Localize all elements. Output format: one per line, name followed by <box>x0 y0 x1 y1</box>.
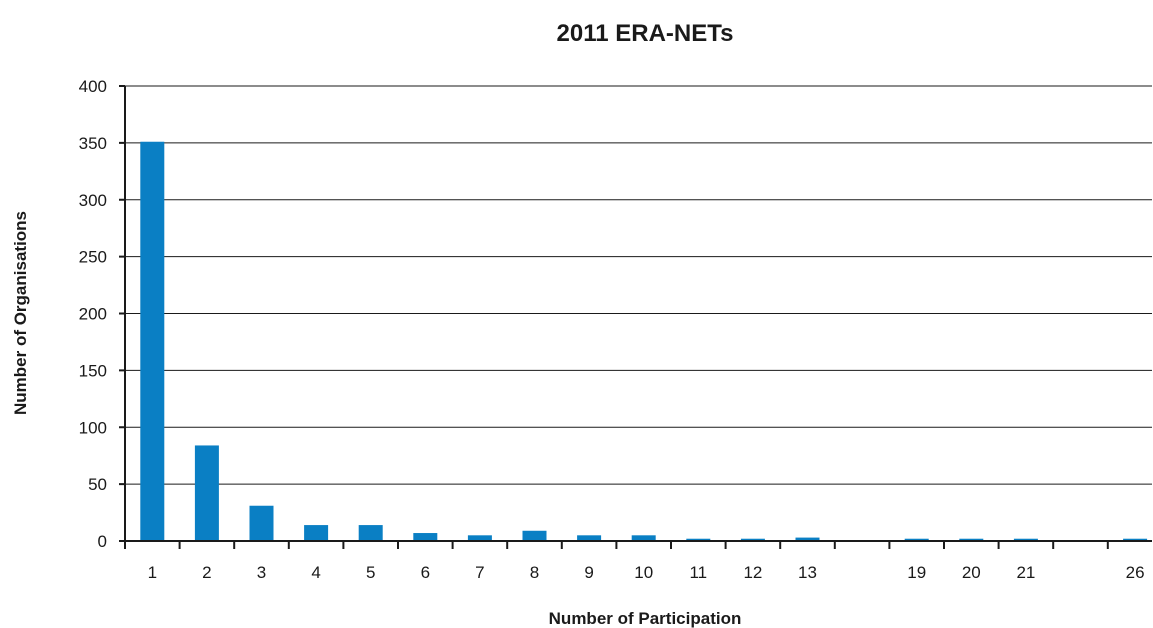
x-tick-label-8: 8 <box>530 563 539 582</box>
y-tick-label-50: 50 <box>88 475 107 494</box>
y-tick-label-200: 200 <box>79 305 107 324</box>
bar-21 <box>1013 538 1038 541</box>
bars <box>140 141 1148 542</box>
chart-title: 2011 ERA-NETs <box>557 20 734 47</box>
x-axis-title: Number of Participation <box>549 609 742 628</box>
bar-19 <box>904 538 929 541</box>
y-tick-label-300: 300 <box>79 191 107 210</box>
x-tick-label-1: 1 <box>148 563 157 582</box>
x-tick-label-20: 20 <box>962 563 981 582</box>
y-tick-label-100: 100 <box>79 418 107 437</box>
bar-12 <box>740 538 765 541</box>
x-tick-label-21: 21 <box>1016 563 1035 582</box>
x-tick-label-12: 12 <box>743 563 762 582</box>
bar-2 <box>194 445 219 541</box>
bar-10 <box>631 535 656 541</box>
bar-5 <box>358 525 383 541</box>
x-tick-label-11: 11 <box>689 563 707 582</box>
y-tick-label-150: 150 <box>79 361 107 380</box>
y-tick-label-0: 0 <box>98 532 107 551</box>
x-tick-label-19: 19 <box>907 563 926 582</box>
x-tick-label-26: 26 <box>1126 563 1145 582</box>
x-tick-label-3: 3 <box>257 563 266 582</box>
x-tick-label-13: 13 <box>798 563 817 582</box>
bar-26 <box>1123 538 1148 541</box>
x-tick-label-5: 5 <box>366 563 375 582</box>
bar-20 <box>959 538 984 541</box>
bar-3 <box>249 505 274 541</box>
bar-11 <box>686 538 711 541</box>
bar-9 <box>577 535 602 541</box>
y-axis-title: Number of Organisations <box>11 211 30 415</box>
y-tick-label-400: 400 <box>79 77 107 96</box>
bar-1 <box>140 141 165 542</box>
bar-7 <box>467 535 492 541</box>
x-tick-label-7: 7 <box>475 563 484 582</box>
bar-13 <box>795 537 820 541</box>
x-axis-ticks: 1 2 3 4 5 6 7 8 9 10 11 12 13 19 20 21 26 <box>124 541 1145 582</box>
gridlines <box>125 85 1152 485</box>
x-tick-label-6: 6 <box>421 563 430 582</box>
bar-6 <box>413 533 438 541</box>
bar-8 <box>522 530 547 541</box>
y-axis-ticks: 0 50 100 150 200 250 300 350 400 <box>79 77 125 551</box>
y-tick-label-250: 250 <box>79 248 107 267</box>
x-tick-label-4: 4 <box>311 563 320 582</box>
bar-4 <box>304 525 329 541</box>
y-tick-label-350: 350 <box>79 134 107 153</box>
x-tick-label-2: 2 <box>202 563 211 582</box>
x-tick-label-9: 9 <box>584 563 593 582</box>
x-tick-label-10: 10 <box>634 563 653 582</box>
